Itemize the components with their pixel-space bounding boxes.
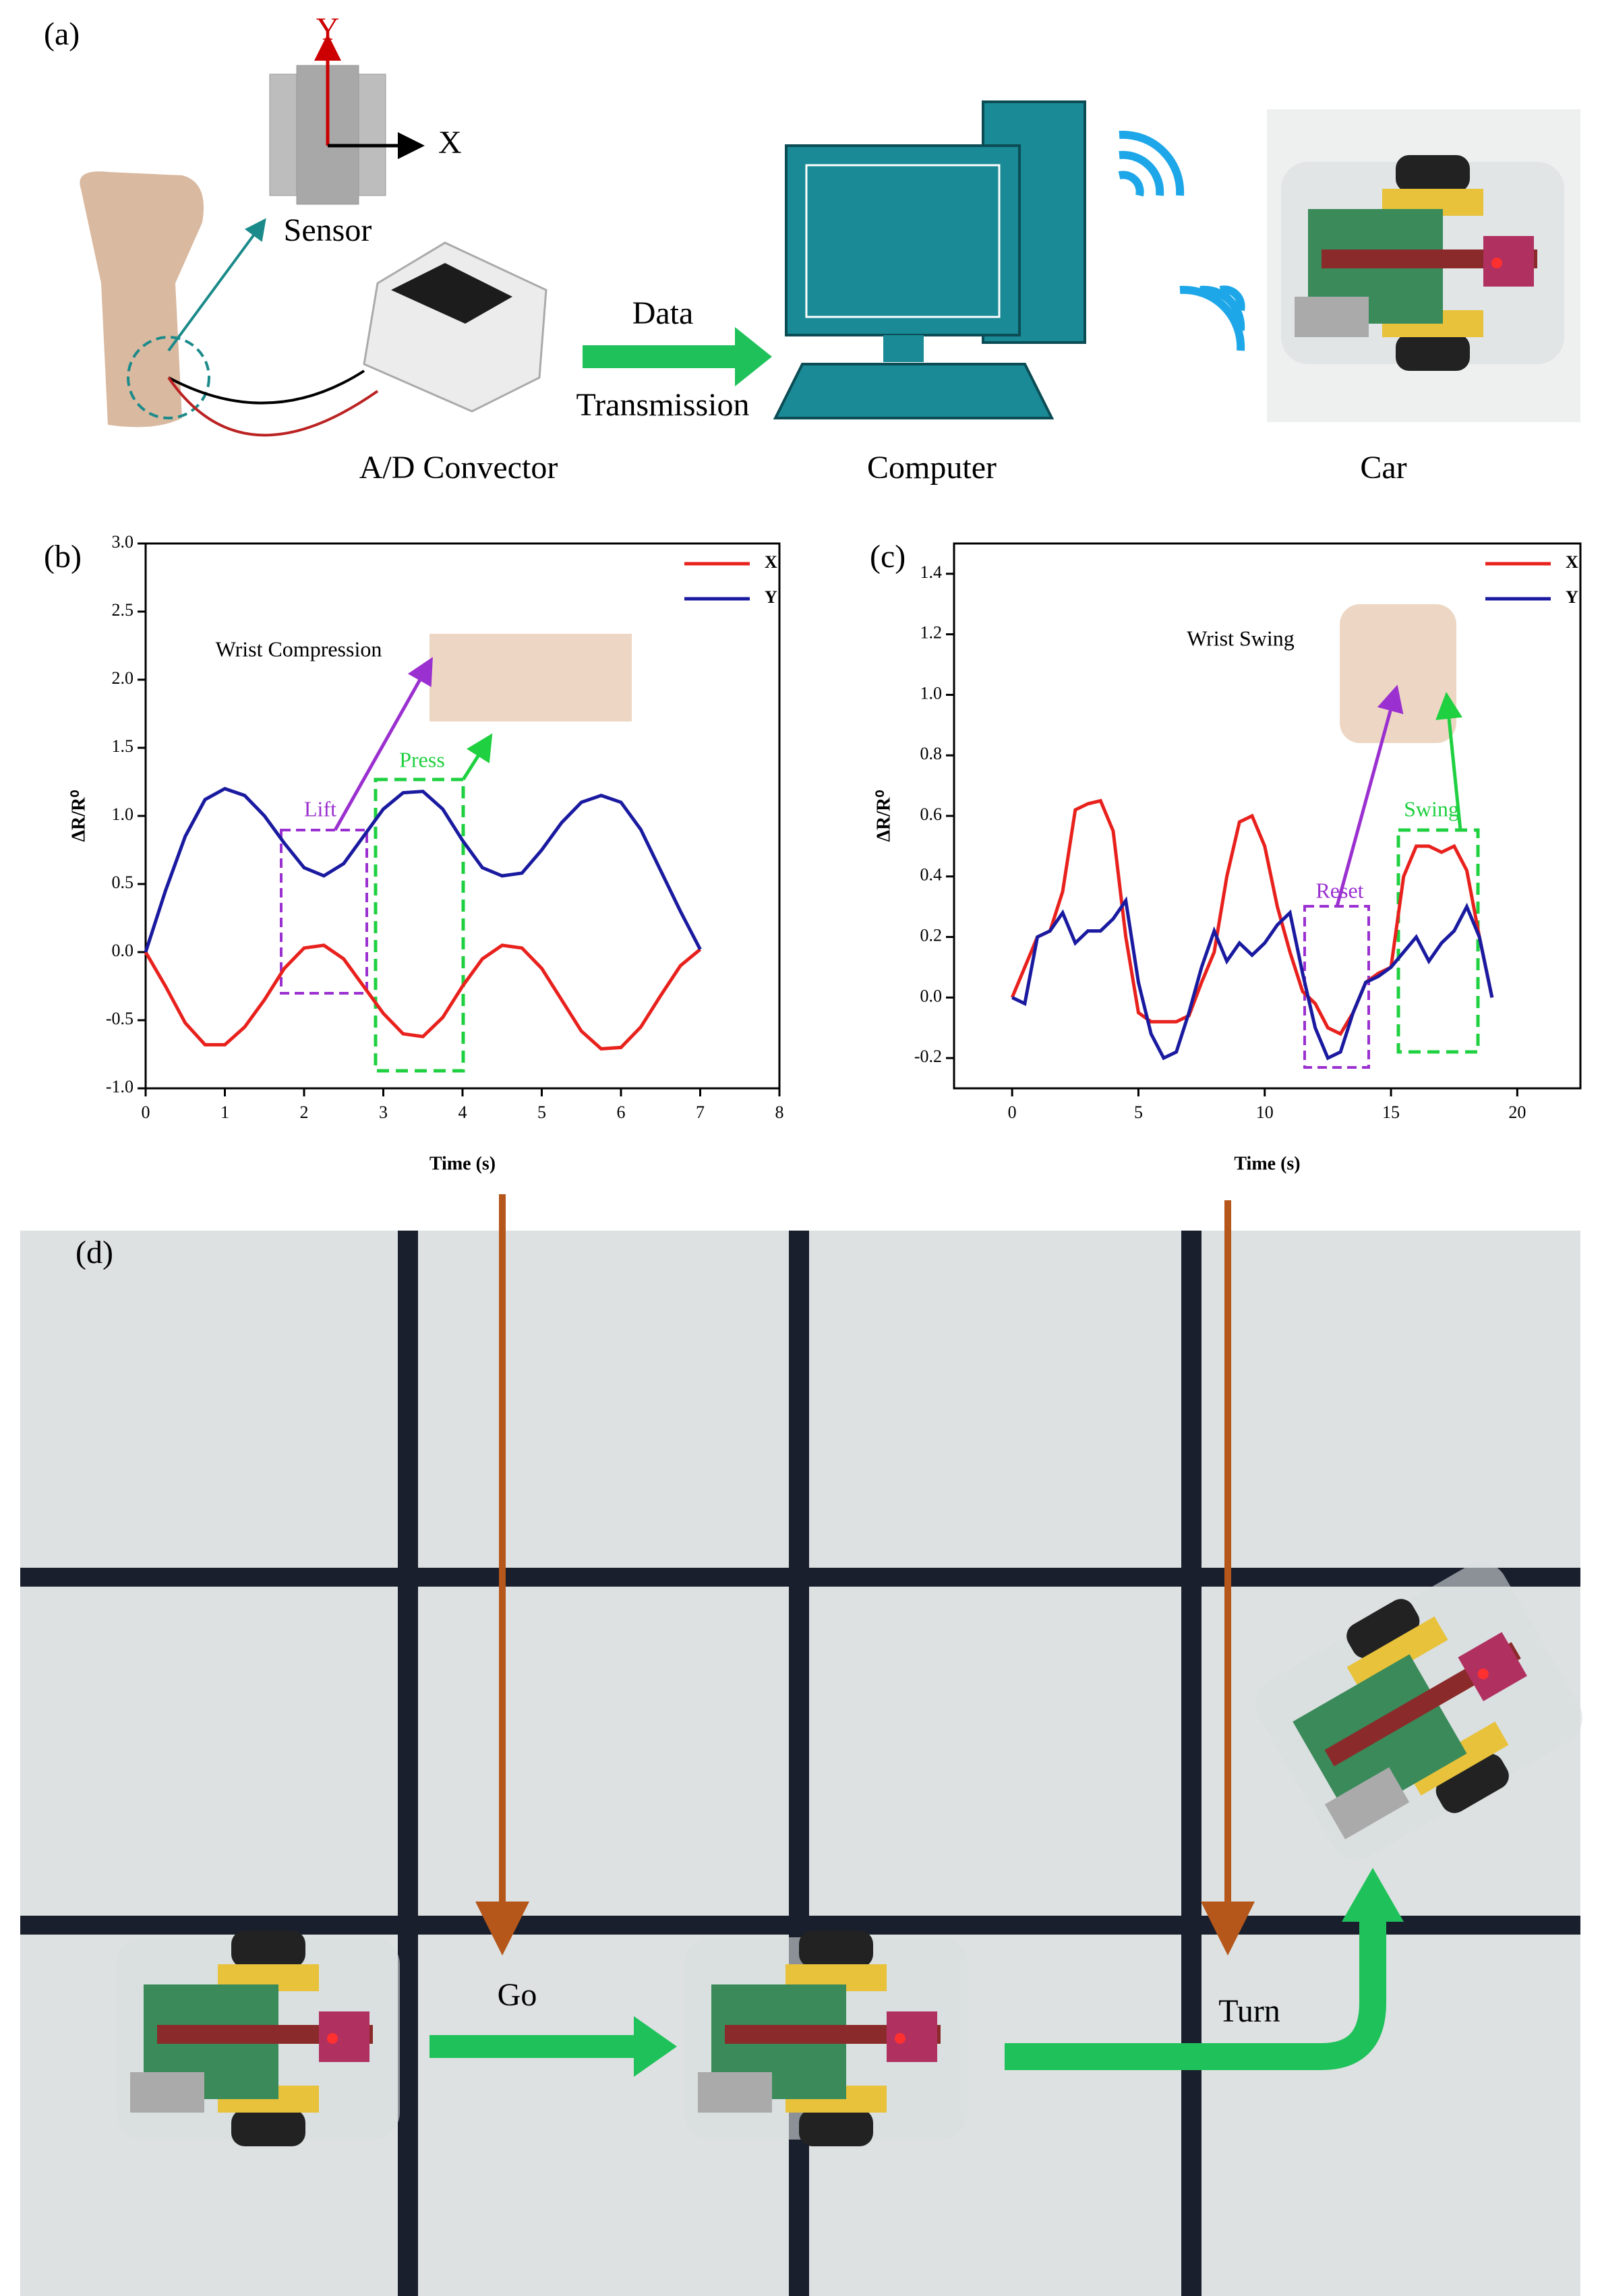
data-line	[1011, 896, 1494, 1061]
hand	[80, 171, 204, 428]
component-label: A/D Convector	[359, 450, 558, 485]
plot-frame	[953, 542, 1582, 1090]
y-tick-label: 1.0	[920, 683, 943, 703]
annotation: Lift	[304, 796, 336, 821]
converter-top	[391, 263, 512, 324]
data-line	[144, 943, 702, 1051]
legend-label: X	[1566, 552, 1578, 572]
x-axis-label: Time (s)	[1234, 1153, 1300, 1174]
x-tick-label: 6	[617, 1102, 626, 1122]
y-tick-label: 0.8	[920, 744, 943, 763]
chart-c-annotations	[1303, 604, 1480, 1069]
x-axis-label: Time (s)	[429, 1153, 496, 1174]
annotation: Wrist Swing	[1187, 626, 1295, 650]
screen	[805, 164, 1001, 318]
y-tick-label: 1.5	[112, 736, 134, 756]
legend-label: Y	[765, 587, 777, 607]
x-tick-label: 0	[142, 1102, 150, 1122]
annotation: Wrist Compression	[216, 637, 382, 661]
y-axis-label: ΔR/R⁰	[68, 790, 89, 842]
data-line	[1010, 798, 1494, 1036]
sensor-spot	[127, 336, 210, 419]
car	[684, 1931, 968, 2146]
y-tick-label: 0.0	[112, 941, 134, 960]
y-tick-label: 1.2	[920, 623, 943, 643]
y-tick-label: 0.4	[920, 865, 943, 885]
keyboard	[773, 363, 1055, 419]
y-tick-label: -0.5	[106, 1009, 134, 1028]
arrow-label: Transmission	[576, 387, 750, 423]
panel-label: (c)	[870, 539, 906, 575]
annotation: Swing	[1404, 796, 1459, 821]
hand-photo	[429, 634, 632, 722]
x-tick-label: 8	[775, 1102, 784, 1122]
y-tick-label: -1.0	[106, 1077, 134, 1096]
lift-box	[280, 829, 368, 995]
axis-label: Y	[316, 11, 340, 47]
pointer	[167, 218, 266, 352]
x-tick-label: 1	[220, 1102, 229, 1122]
press-box	[374, 777, 465, 1073]
annotation: Reset	[1315, 878, 1363, 902]
move-arrow-head	[1342, 1868, 1404, 1922]
legend-label: X	[765, 552, 777, 572]
y-axis-label: ΔR/R⁰	[873, 790, 894, 842]
floor-grid	[20, 1231, 1580, 2296]
pointer	[1435, 692, 1462, 831]
x-tick-label: 15	[1382, 1102, 1400, 1122]
x-tick-label: 5	[537, 1102, 546, 1122]
panel-label: (b)	[44, 539, 82, 575]
legend-label: Y	[1566, 587, 1578, 607]
y-tick-label: 0.5	[112, 873, 134, 892]
x-tick-label: 0	[1008, 1102, 1017, 1122]
y-tick-label: 2.5	[112, 600, 134, 620]
command-label: Go	[498, 1977, 537, 2013]
move-arrow	[429, 2016, 677, 2077]
x-tick-label: 7	[696, 1102, 705, 1122]
reset-box	[1303, 905, 1370, 1069]
component-label: Computer	[867, 450, 997, 485]
car	[1281, 155, 1564, 371]
y-tick-label: -0.2	[914, 1047, 942, 1066]
y-tick-label: 3.0	[112, 532, 134, 552]
annotation: Press	[399, 747, 445, 771]
pointer	[1335, 684, 1404, 907]
car	[117, 1931, 400, 2146]
y-tick-label: 1.4	[920, 562, 943, 582]
panel-label: (a)	[44, 16, 80, 52]
y-tick-label: 0.2	[920, 926, 943, 945]
pointer	[333, 657, 433, 831]
data-line	[144, 786, 702, 953]
x-tick-label: 10	[1256, 1102, 1274, 1122]
component-label: Car	[1360, 450, 1406, 485]
command-label: Turn	[1218, 1993, 1280, 2029]
fist-photo	[1340, 604, 1456, 743]
axis-label: X	[438, 125, 462, 160]
x-tick-label: 3	[379, 1102, 388, 1122]
sensor-label: Sensor	[284, 212, 372, 248]
computer-monitor	[785, 144, 1021, 336]
wire	[167, 376, 379, 437]
x-tick-label: 2	[300, 1102, 309, 1122]
swing-box	[1396, 828, 1480, 1054]
move-arrow	[1005, 1915, 1386, 2070]
monitor-stand	[883, 335, 924, 362]
panel-label: (d)	[76, 1235, 113, 1270]
pointer	[461, 733, 493, 781]
x-tick-label: 20	[1508, 1102, 1526, 1122]
y-tick-label: 0.6	[920, 804, 943, 824]
wire	[168, 370, 365, 405]
y-tick-label: 0.0	[920, 986, 943, 1005]
transfer-arrow	[583, 327, 772, 386]
y-tick-label: 1.0	[112, 804, 134, 824]
command-arrow	[475, 1194, 1255, 1955]
y-tick-label: 2.0	[112, 668, 134, 688]
x-tick-label: 5	[1134, 1102, 1143, 1122]
arrow-label: Data	[632, 295, 694, 331]
chart-b-annotations	[280, 634, 632, 1073]
x-tick-label: 4	[458, 1102, 467, 1122]
wifi-icon	[1118, 130, 1245, 351]
